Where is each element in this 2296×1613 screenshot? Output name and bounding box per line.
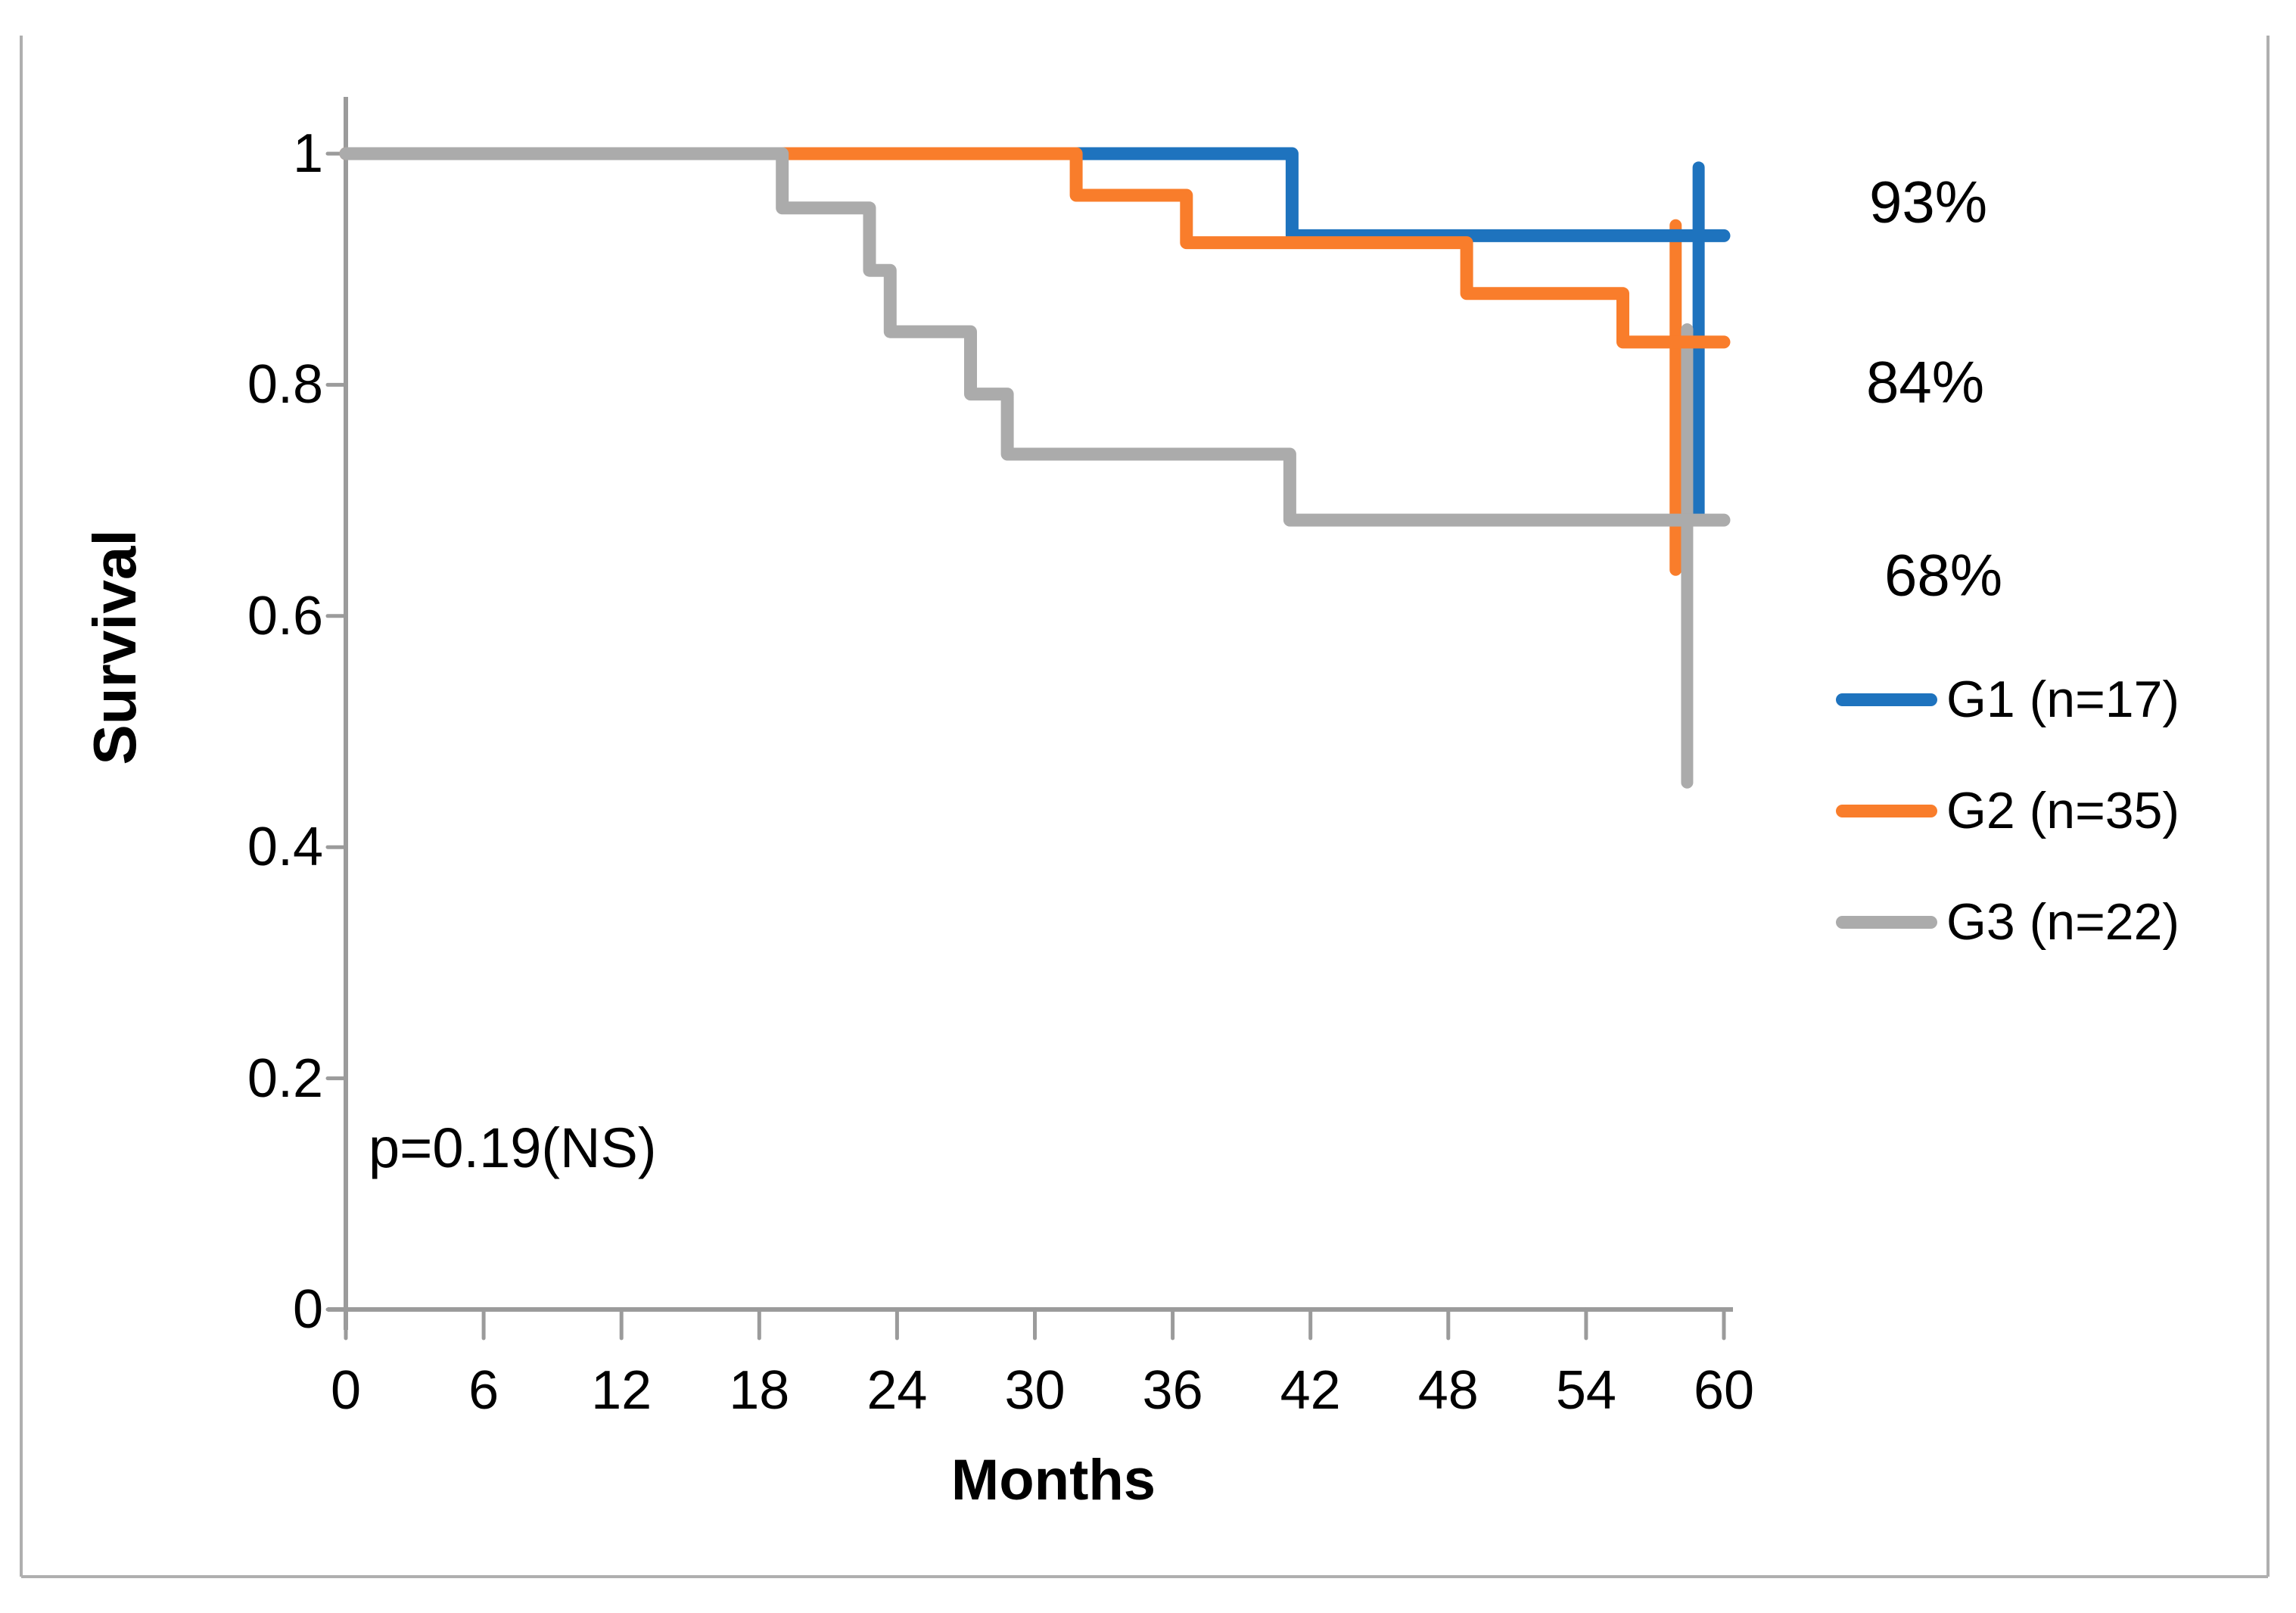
end-label-g2: 84% [1865, 348, 1985, 416]
legend-swatch-g1 [1836, 693, 1937, 706]
series-line-g1 [339, 147, 1731, 242]
legend-label-g1: G1 (n=17) [1946, 671, 2180, 728]
survival-curves [339, 147, 1731, 527]
x-axis-ticks [344, 1307, 1726, 1341]
y-tick-label-0: 0 [292, 1279, 323, 1340]
y-tick-label-1: 1 [292, 123, 323, 184]
x-tick-label-6: 6 [468, 1360, 499, 1421]
figure-border [20, 36, 2270, 1578]
end-label-g1: 93% [1868, 168, 1988, 235]
censor-tick-marks [1669, 161, 1705, 789]
y-axis-title: Survival [81, 529, 148, 765]
series-line-g3 [339, 147, 1731, 527]
p-value-annotation: p=0.19(NS) [369, 1116, 657, 1179]
legend-swatch-g2 [1836, 805, 1937, 817]
x-tick-label-54: 54 [1555, 1360, 1616, 1421]
y-tick-label-0.6: 0.6 [247, 585, 323, 646]
axes [325, 97, 1733, 1341]
legend-label-g2: G2 (n=35) [1946, 782, 2180, 839]
x-tick-label-48: 48 [1417, 1360, 1479, 1421]
x-tick-label-0: 0 [330, 1360, 362, 1421]
x-tick-label-30: 30 [1004, 1360, 1066, 1421]
x-tick-label-36: 36 [1142, 1360, 1203, 1421]
y-tick-label-0.4: 0.4 [247, 817, 323, 878]
y-axis-ticks [325, 151, 348, 1312]
x-axis-title: Months [950, 1448, 1156, 1512]
y-tick-label-0.2: 0.2 [247, 1048, 323, 1109]
x-tick-label-12: 12 [591, 1360, 652, 1421]
x-tick-label-24: 24 [866, 1360, 928, 1421]
legend-label-g3: G3 (n=22) [1946, 893, 2180, 951]
y-tick-label-0.8: 0.8 [247, 354, 323, 416]
series-line-g2 [339, 147, 1731, 349]
x-tick-label-18: 18 [729, 1360, 790, 1421]
end-label-g3: 68% [1884, 541, 2003, 609]
x-tick-label-60: 60 [1693, 1360, 1755, 1421]
legend-swatch-g3 [1836, 916, 1937, 929]
x-tick-label-42: 42 [1280, 1360, 1341, 1421]
